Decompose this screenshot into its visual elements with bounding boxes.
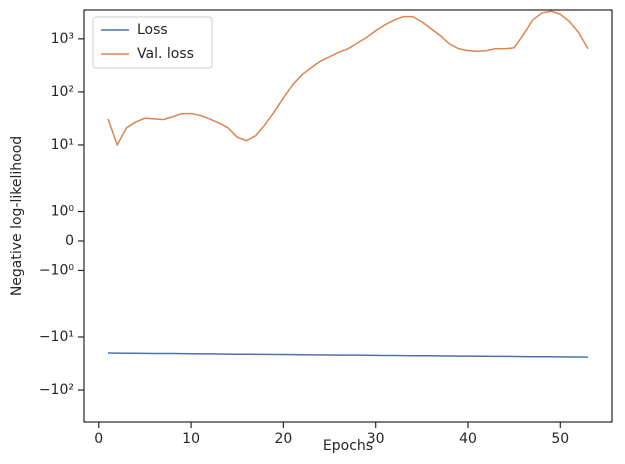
y-axis-label: Negative log-likelihood	[9, 136, 25, 296]
line	[107, 10, 589, 147]
y-tick-label: −10⁰	[39, 262, 75, 278]
x-tick-label: 50	[551, 431, 569, 447]
x-tick-label: 10	[182, 431, 200, 447]
x-tick-label: 0	[94, 431, 103, 447]
y-tick-label: 10¹	[51, 137, 74, 153]
y-tick-label: −10¹	[39, 329, 74, 345]
line	[107, 352, 589, 358]
legend-label: Val. loss	[137, 46, 194, 62]
legend-label: Loss	[137, 22, 168, 38]
y-tick-label: 0	[65, 233, 74, 249]
plot-frame	[83, 9, 613, 423]
x-tick-label: 40	[459, 431, 477, 447]
x-tick-label: 20	[274, 431, 292, 447]
y-tick-label: 10²	[51, 84, 74, 100]
y-tick-label: −10²	[39, 382, 74, 398]
y-tick-label: 10³	[51, 31, 74, 47]
y-tick-label: 10⁰	[51, 204, 75, 220]
x-axis-label: Epochs	[323, 438, 373, 454]
x-tick-label: 30	[367, 431, 385, 447]
